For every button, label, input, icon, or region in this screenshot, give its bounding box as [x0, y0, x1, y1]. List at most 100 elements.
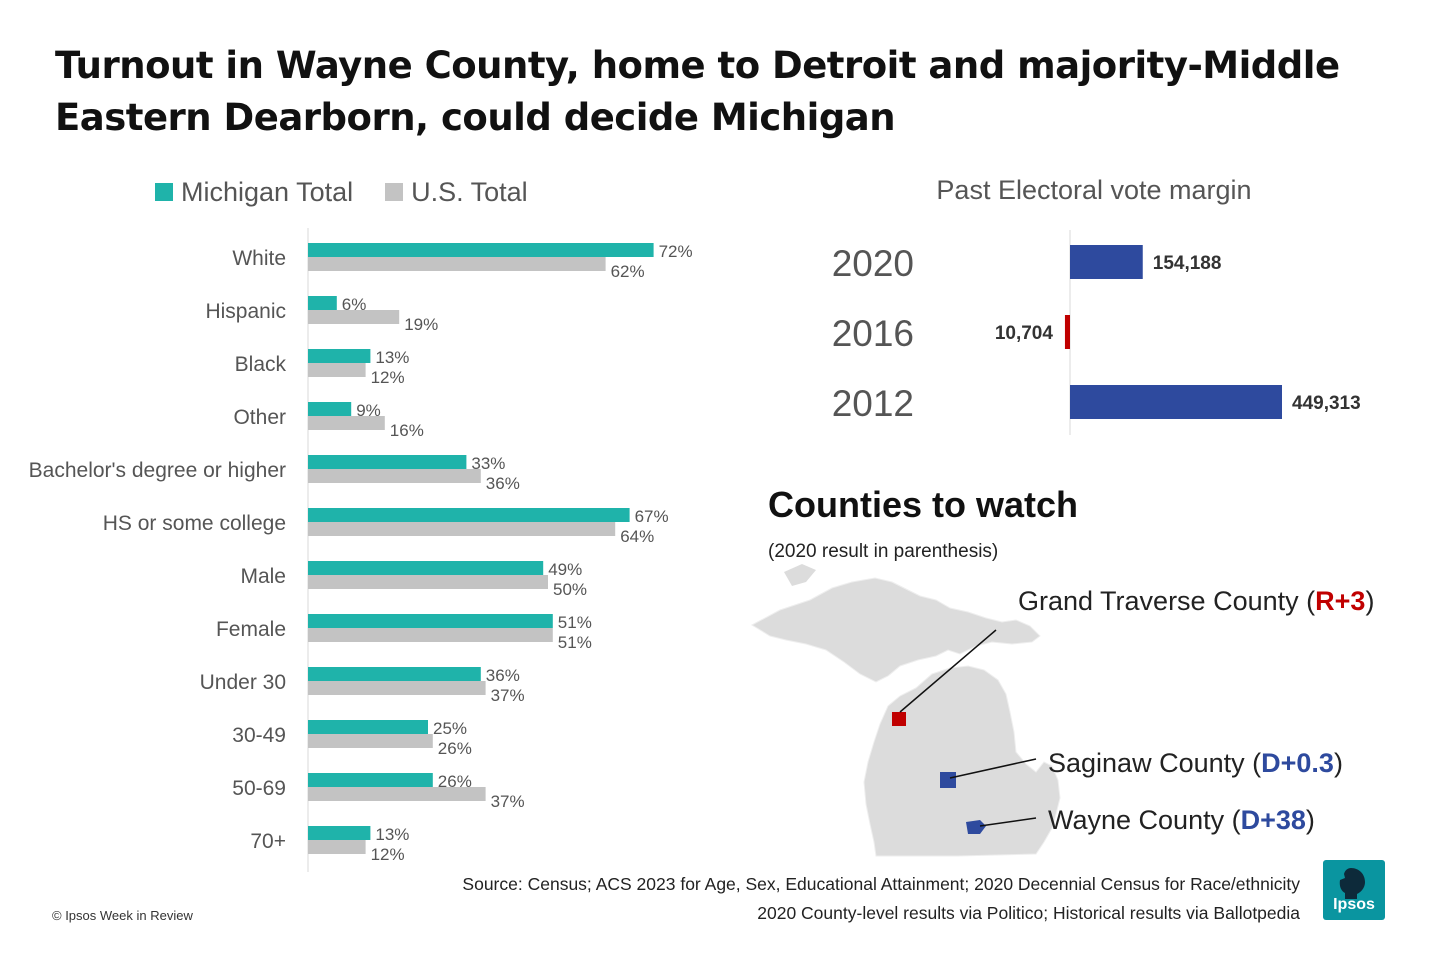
margin-bar	[1070, 385, 1282, 419]
michigan-bar	[308, 349, 371, 363]
grand-traverse-county-shape	[892, 712, 906, 726]
us-bar	[308, 840, 366, 854]
category-label: White	[232, 247, 286, 270]
michigan-value-label: 49%	[548, 560, 582, 579]
michigan-bar	[308, 402, 352, 416]
demographics-bar-chart: White 72%62%Hispanic 6%19%Black 13%12%Other…	[29, 228, 693, 872]
michigan-value-label: 13%	[375, 825, 409, 844]
michigan-value-label: 36%	[486, 666, 520, 685]
margin-value-label: 449,313	[1292, 393, 1361, 414]
chart-title: Turnout in Wayne County, home to Detroit…	[55, 44, 1340, 139]
year-label: 2012	[832, 383, 914, 424]
us-bar	[308, 787, 486, 801]
michigan-value-label: 67%	[635, 507, 669, 526]
us-value-label: 64%	[620, 527, 654, 546]
michigan-map	[750, 564, 1061, 857]
saginaw-county-shape	[940, 772, 956, 788]
copyright-note: © Ipsos Week in Review	[52, 908, 193, 923]
michigan-bar	[308, 561, 544, 575]
us-value-label: 36%	[486, 474, 520, 493]
us-value-label: 51%	[558, 633, 592, 652]
source-note: Source: Census; ACS 2023 for Age, Sex, E…	[462, 870, 1300, 928]
us-bar	[308, 416, 385, 430]
us-value-label: 26%	[438, 739, 472, 758]
category-label: Other	[233, 406, 286, 429]
michigan-value-label: 9%	[356, 401, 381, 420]
michigan-value-label: 25%	[433, 719, 467, 738]
category-label: 70+	[250, 830, 286, 853]
category-label: Female	[216, 618, 286, 641]
us-value-label: 16%	[390, 421, 424, 440]
ipsos-logo: Ipsos	[1323, 860, 1385, 920]
margin-bar	[1070, 245, 1143, 279]
us-bar	[308, 257, 606, 271]
us-bar	[308, 575, 548, 589]
michigan-value-label: 51%	[558, 613, 592, 632]
county-result-saginaw: D+0.3	[1261, 748, 1334, 778]
counties-panel: Counties to watch (2020 result in parent…	[750, 484, 1374, 857]
wayne-county-shape	[966, 820, 986, 834]
us-bar	[308, 522, 616, 536]
county-label-wayne: Wayne County (D+38)	[1048, 805, 1315, 835]
michigan-bar	[308, 720, 428, 734]
us-value-label: 62%	[611, 262, 645, 281]
michigan-bar	[308, 614, 553, 628]
us-value-label: 19%	[404, 315, 438, 334]
ipsos-head-icon	[1339, 868, 1365, 899]
category-label: Bachelor's degree or higher	[29, 459, 286, 482]
us-bar	[308, 734, 433, 748]
michigan-bar	[308, 455, 467, 469]
michigan-bar	[308, 826, 371, 840]
category-label: 50-69	[232, 777, 286, 800]
county-result-wayne: D+38	[1241, 805, 1306, 835]
county-label-saginaw: Saginaw County (D+0.3)	[1048, 748, 1343, 778]
michigan-bar	[308, 773, 433, 787]
year-label: 2016	[832, 313, 914, 354]
saginaw-leader	[949, 758, 1037, 779]
legend-label-us: U.S. Total	[411, 176, 528, 207]
year-label: 2020	[832, 243, 914, 284]
michigan-value-label: 72%	[659, 242, 693, 261]
category-label: 30-49	[232, 724, 286, 747]
electoral-margin-chart: Past Electoral vote margin 2020 154,188 20…	[832, 175, 1361, 435]
us-bar	[308, 363, 366, 377]
legend-swatch-michigan	[155, 183, 173, 201]
counties-heading: Counties to watch	[768, 484, 1078, 525]
category-label: Under 30	[200, 671, 286, 694]
us-value-label: 37%	[491, 686, 525, 705]
margin-chart-title: Past Electoral vote margin	[936, 175, 1251, 205]
margin-value-label: 10,704	[995, 323, 1054, 344]
us-value-label: 37%	[491, 792, 525, 811]
wayne-leader	[979, 817, 1037, 827]
legend-swatch-us	[385, 183, 404, 201]
us-bar	[308, 469, 481, 483]
us-bar	[308, 310, 400, 324]
michigan-value-label: 13%	[375, 348, 409, 367]
upper-peninsula-shape	[750, 577, 1041, 683]
keweenaw-shape	[784, 564, 816, 586]
counties-subheading: (2020 result in parenthesis)	[768, 541, 998, 562]
us-bar	[308, 681, 486, 695]
margin-value-label: 154,188	[1153, 253, 1222, 274]
county-result-grand-traverse: R+3	[1315, 586, 1365, 616]
demographics-legend: Michigan Total U.S. Total	[155, 172, 560, 212]
michigan-bar	[308, 296, 337, 310]
category-label: Black	[235, 353, 287, 376]
category-label: Hispanic	[205, 300, 286, 323]
legend-item-michigan: Michigan Total	[155, 177, 353, 208]
michigan-bar	[308, 667, 481, 681]
us-bar	[308, 628, 553, 642]
michigan-bar	[308, 508, 630, 522]
category-label: Male	[240, 565, 286, 588]
michigan-bar	[308, 243, 654, 257]
source-line-1: Source: Census; ACS 2023 for Age, Sex, E…	[462, 874, 1300, 894]
michigan-value-label: 33%	[471, 454, 505, 473]
legend-item-us: U.S. Total	[385, 177, 528, 208]
us-value-label: 12%	[371, 368, 405, 387]
us-value-label: 50%	[553, 580, 587, 599]
michigan-value-label: 6%	[342, 295, 367, 314]
ipsos-logo-text: Ipsos	[1333, 896, 1375, 913]
county-label-grand-traverse: Grand Traverse County (R+3)	[1018, 586, 1374, 616]
michigan-value-label: 26%	[438, 772, 472, 791]
us-value-label: 12%	[371, 845, 405, 864]
